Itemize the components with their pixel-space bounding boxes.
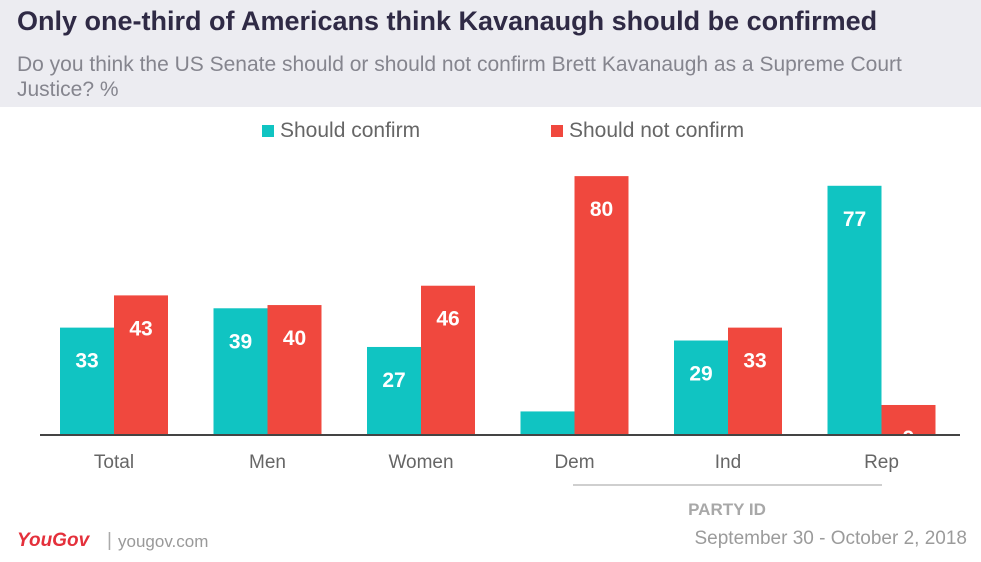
party-id-label: PARTY ID bbox=[688, 500, 766, 519]
chart-title: Only one-third of Americans think Kavana… bbox=[17, 6, 878, 36]
chart-subtitle: Do you think the US Senate should or sho… bbox=[17, 53, 902, 101]
legend-item-should-confirm: Should confirm bbox=[262, 119, 420, 143]
footer-separator: | bbox=[107, 530, 112, 551]
category-label-dem: Dem bbox=[554, 452, 594, 473]
data-label-women-not-confirm: 46 bbox=[436, 308, 459, 331]
bar-women-not-confirm bbox=[421, 285, 475, 434]
category-label-ind: Ind bbox=[715, 452, 741, 473]
data-label-men-confirm: 39 bbox=[229, 330, 252, 353]
legend-item-should-not-confirm: Should not confirm bbox=[551, 119, 744, 143]
bar-rep-confirm bbox=[827, 185, 882, 434]
bar-rep-not-confirm bbox=[881, 404, 936, 434]
data-label-men-not-confirm: 40 bbox=[283, 327, 306, 350]
legend-swatch-confirm bbox=[262, 125, 274, 137]
data-label-ind-confirm: 29 bbox=[689, 363, 712, 386]
bar-total-not-confirm bbox=[114, 295, 168, 434]
data-label-rep-not-confirm: 9 bbox=[903, 427, 915, 450]
category-label-total: Total bbox=[94, 452, 134, 473]
bar-women-confirm bbox=[367, 346, 421, 434]
bar-ind-not-confirm bbox=[728, 327, 782, 434]
category-label-women: Women bbox=[388, 452, 453, 473]
data-label-dem-confirm: 7 bbox=[542, 433, 554, 456]
yougov-logo: YouGov bbox=[17, 530, 90, 551]
legend-label-confirm: Should confirm bbox=[280, 119, 421, 142]
data-label-ind-not-confirm: 33 bbox=[743, 350, 766, 373]
bar-total-confirm bbox=[60, 327, 114, 434]
legend: Should confirm Should not confirm bbox=[0, 119, 981, 147]
bar-chart: 33 43 Total 39 40 Men 27 46 Women 7 80 Dem 29 33 Ind 77… bbox=[40, 176, 960, 519]
data-label-total-not-confirm: 43 bbox=[129, 317, 152, 340]
footer-url: yougov.com bbox=[118, 532, 209, 551]
category-label-rep: Rep bbox=[864, 452, 899, 473]
footer-date: September 30 - October 2, 2018 bbox=[694, 528, 968, 549]
legend-label-not-confirm: Should not confirm bbox=[569, 119, 745, 142]
legend-swatch-not-confirm bbox=[551, 125, 563, 137]
header-band: Only one-third of Americans think Kavana… bbox=[0, 0, 981, 107]
data-label-dem-not-confirm: 80 bbox=[590, 198, 613, 221]
data-label-total-confirm: 33 bbox=[75, 350, 98, 373]
category-label-men: Men bbox=[249, 452, 286, 473]
data-label-women-confirm: 27 bbox=[382, 369, 405, 392]
bar-dem-not-confirm bbox=[574, 176, 629, 434]
bar-men-confirm bbox=[213, 308, 268, 434]
bar-men-not-confirm bbox=[267, 305, 322, 434]
bar-ind-confirm bbox=[674, 340, 728, 434]
data-label-rep-confirm: 77 bbox=[843, 208, 866, 231]
bar-dem-confirm bbox=[520, 411, 575, 434]
